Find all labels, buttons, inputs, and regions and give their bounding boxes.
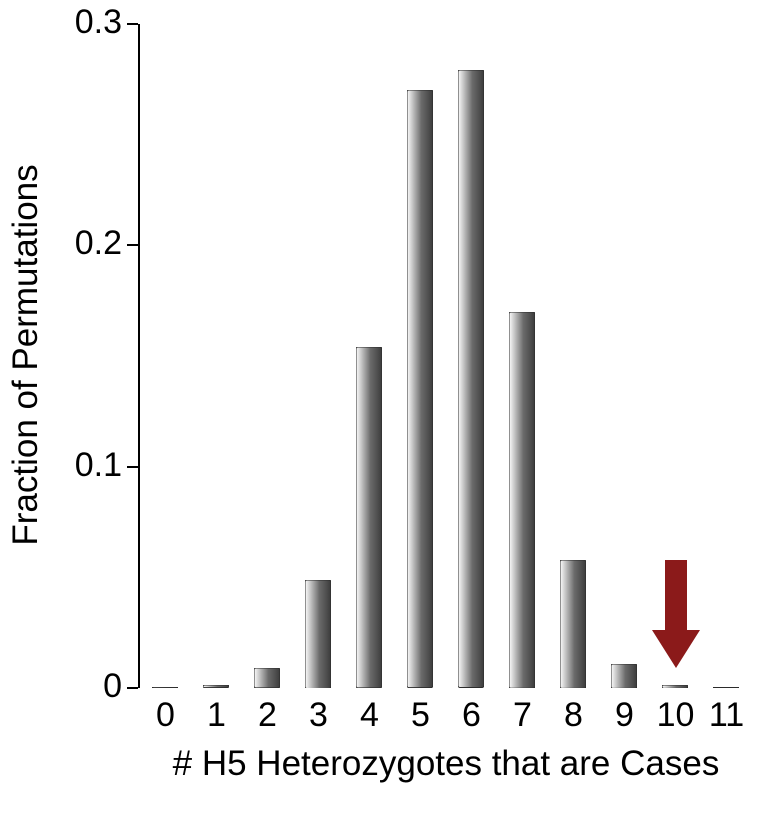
x-tick-label: 0	[140, 696, 191, 735]
y-tick	[127, 23, 138, 25]
y-axis-label: Fraction of Permutations	[6, 23, 46, 687]
y-tick-label: 0.1	[75, 446, 122, 485]
y-axis-line	[138, 24, 140, 688]
bar	[407, 90, 433, 688]
bar	[662, 685, 688, 688]
x-tick-label: 5	[395, 696, 446, 735]
x-tick-label: 11	[701, 696, 752, 735]
bar	[509, 312, 535, 688]
y-tick-label: 0	[103, 667, 122, 706]
bar	[611, 664, 637, 688]
x-tick-label: 3	[293, 696, 344, 735]
x-tick-label: 7	[497, 696, 548, 735]
x-tick-label: 6	[446, 696, 497, 735]
x-tick-label: 8	[548, 696, 599, 735]
bar	[203, 685, 229, 688]
observed-value-arrow-icon	[652, 560, 700, 668]
bar	[305, 580, 331, 688]
x-tick-label: 1	[191, 696, 242, 735]
y-tick	[127, 466, 138, 468]
bar	[254, 668, 280, 688]
bar	[458, 70, 484, 688]
y-tick-label: 0.3	[75, 3, 122, 42]
bar	[356, 347, 382, 688]
histogram-chart: Fraction of Permutations # H5 Heterozygo…	[0, 0, 782, 820]
x-tick-label: 9	[599, 696, 650, 735]
x-axis-label: # H5 Heterozygotes that are Cases	[120, 744, 772, 784]
x-tick-label: 2	[242, 696, 293, 735]
bar	[152, 687, 178, 688]
bar	[713, 687, 739, 688]
y-tick	[127, 244, 138, 246]
y-tick	[127, 687, 138, 689]
x-tick-label: 4	[344, 696, 395, 735]
y-tick-label: 0.2	[75, 224, 122, 263]
x-tick-label: 10	[650, 696, 701, 735]
bar	[560, 560, 586, 688]
